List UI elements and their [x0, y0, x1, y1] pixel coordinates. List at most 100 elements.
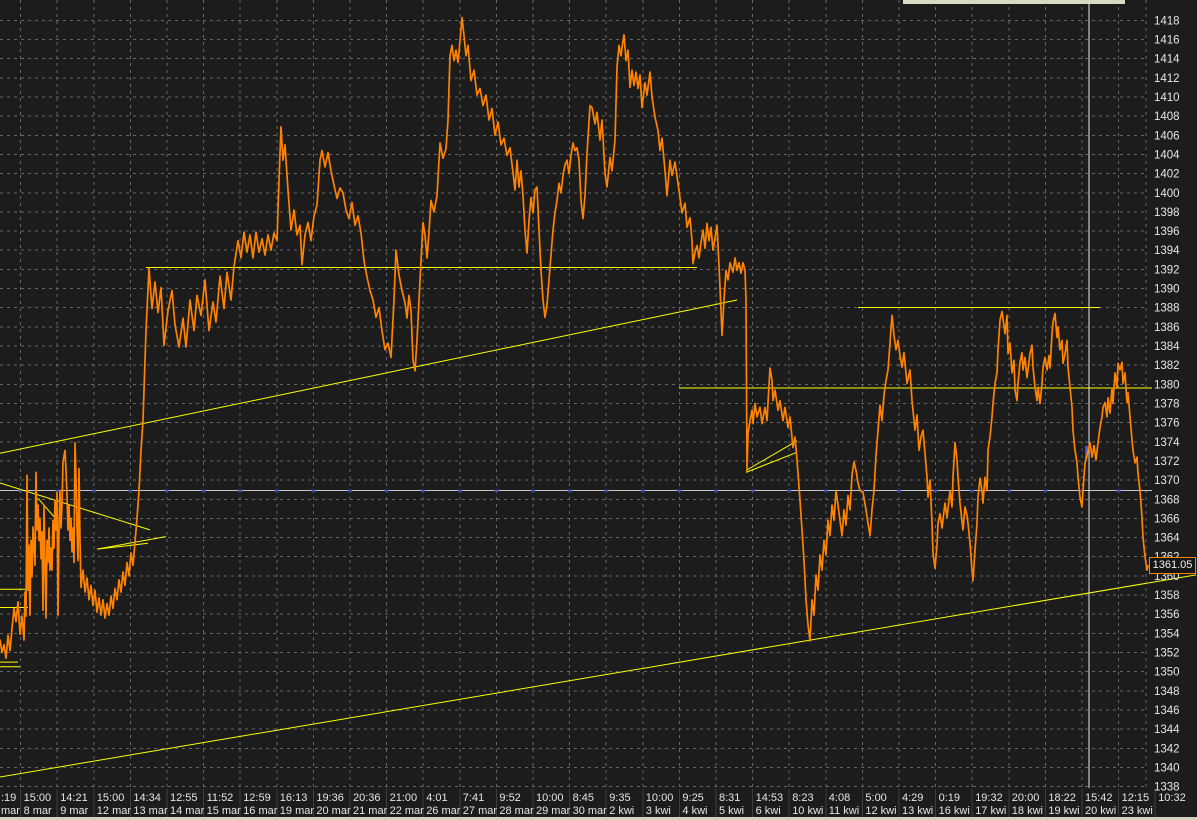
- time-axis-date-label: 10 kwi: [792, 805, 823, 817]
- grid-intersection-mark: [860, 489, 865, 492]
- time-axis-time-label: 15:42: [1085, 792, 1113, 804]
- time-axis-time-label: 10:00: [536, 792, 564, 804]
- time-axis-date-label: 27 mar: [463, 805, 498, 817]
- price-axis-label: 1358: [1154, 590, 1180, 602]
- time-axis-time-label: 19:32: [975, 792, 1003, 804]
- time-axis-time-label: 4:08: [829, 792, 850, 804]
- time-axis-date-label: 11 kwi: [829, 805, 859, 817]
- grid-intersection-mark: [823, 489, 828, 492]
- time-axis-date-label: 20 kwi: [1085, 805, 1116, 817]
- time-axis-date-label: 12 mar: [97, 805, 132, 817]
- time-axis-time-label: 20:00: [1012, 792, 1040, 804]
- time-axis-date-label: 30 mar: [573, 805, 608, 817]
- time-axis-time-label: 15:00: [24, 792, 52, 804]
- support-trendline-long[interactable]: [0, 574, 1197, 778]
- time-axis-date-label: 23 kwi: [1122, 805, 1153, 817]
- time-axis-time-label: 15:00: [97, 792, 125, 804]
- bottom-window-edge: [0, 817, 1197, 820]
- current-price-value: 1361.05: [1152, 559, 1193, 571]
- price-axis-label: 1414: [1154, 54, 1180, 66]
- grid-intersection-mark: [201, 489, 206, 492]
- time-axis-date-label: 29 mar: [536, 805, 571, 817]
- time-axis-date-label: 4 kwi: [682, 805, 707, 817]
- time-axis-date-label: 19 mar: [280, 805, 315, 817]
- grid-intersection-mark: [55, 489, 60, 492]
- price-axis-label: 1356: [1154, 609, 1180, 621]
- mid-wedge-upper[interactable]: [745, 440, 798, 471]
- price-axis-label: 1404: [1154, 150, 1180, 162]
- time-axis-time-label: 7:41: [463, 792, 484, 804]
- time-axis-time-label: 0:19: [939, 792, 960, 804]
- price-axis-label: 1392: [1154, 264, 1180, 276]
- time-axis-time-label: 10:32: [1158, 792, 1186, 804]
- price-axis-label: 1398: [1154, 207, 1180, 219]
- time-axis-time-label: 14:53: [756, 792, 784, 804]
- price-axis-label: 1410: [1154, 92, 1180, 104]
- time-axis-date-label: 5 kwi: [719, 805, 744, 817]
- current-price-tag: 1361.05: [1149, 557, 1196, 574]
- grid-intersection-mark: [567, 489, 572, 492]
- grid-intersection-mark: [897, 489, 901, 492]
- price-axis-label: 1386: [1154, 322, 1180, 334]
- grid-intersection-mark: [787, 489, 792, 492]
- time-axis-date-label: 6 kwi: [756, 805, 781, 817]
- grid-intersection-mark: [494, 489, 499, 492]
- time-axis-date-label: 14 mar: [170, 805, 205, 817]
- grid-intersection-mark: [128, 489, 133, 492]
- price-axis-label: 1396: [1154, 226, 1180, 238]
- price-axis-label: 1418: [1154, 15, 1180, 27]
- left-wedge-upper[interactable]: [96, 536, 167, 550]
- price-axis-label: 1342: [1154, 743, 1180, 755]
- price-axis-label: 1338: [1154, 782, 1180, 794]
- time-axis-time-label: :19: [1, 792, 16, 804]
- grid-intersection-mark: [165, 489, 169, 492]
- time-axis-time-label: 21:00: [390, 792, 418, 804]
- grid-intersection-mark: [1043, 489, 1048, 492]
- top-toolbar-edge: [903, 0, 1125, 4]
- price-axis-label: 1368: [1154, 494, 1180, 506]
- time-axis-time-label: 8:31: [719, 792, 740, 804]
- grid-intersection-mark: [531, 489, 535, 492]
- grid-intersection-mark: [238, 489, 243, 492]
- grid-intersection-mark: [750, 489, 755, 492]
- grid-intersection-mark: [91, 489, 96, 492]
- time-axis-time-label: 12:15: [1122, 792, 1150, 804]
- time-axis-date-label: mar: [1, 805, 20, 817]
- time-axis-time-label: 4:01: [426, 792, 447, 804]
- price-axis-label: 1350: [1154, 667, 1180, 679]
- time-axis-time-label: 9:52: [499, 792, 520, 804]
- grid-intersection-mark: [933, 489, 938, 492]
- grid-intersection-mark: [970, 489, 975, 492]
- price-line-series[interactable]: [0, 16, 1149, 660]
- time-axis-date-label: 13 mar: [133, 805, 168, 817]
- time-axis-time-label: 5:00: [865, 792, 886, 804]
- time-axis-date-label: 8 mar: [24, 805, 52, 817]
- series-layer: [0, 16, 1149, 660]
- price-axis[interactable]: 1418 1416 1414 1412 1410 1408 1406 1404 1402 1400…: [1154, 15, 1180, 793]
- grid-intersection-mark: [1116, 489, 1121, 492]
- price-axis-label: 1348: [1154, 686, 1180, 698]
- grid-intersection-mark: [1080, 489, 1084, 492]
- price-axis-label: 1380: [1154, 379, 1180, 391]
- time-axis-date-label: 19 kwi: [1048, 805, 1079, 817]
- grid-intersection-mark: [274, 489, 279, 492]
- rising-trendline-upper[interactable]: [0, 299, 738, 454]
- price-axis-label: 1394: [1154, 245, 1180, 257]
- time-axis-time-label: 18:22: [1048, 792, 1076, 804]
- time-axis-time-label: 16:13: [280, 792, 308, 804]
- time-axis-time-label: 12:55: [170, 792, 198, 804]
- left-wedge-lower[interactable]: [96, 542, 149, 550]
- time-axis-date-label: 28 mar: [499, 805, 534, 817]
- price-axis-label: 1384: [1154, 341, 1180, 353]
- time-axis-date-label: 16 mar: [243, 805, 278, 817]
- selection-handle[interactable]: [1085, 445, 1088, 459]
- time-axis-date-label: 22 mar: [390, 805, 425, 817]
- mid-wedge-lower[interactable]: [745, 451, 798, 473]
- grid-intersection-mark: [18, 489, 23, 492]
- grid-intersection-mark: [1006, 489, 1011, 492]
- time-axis-date-label: 20 mar: [316, 805, 351, 817]
